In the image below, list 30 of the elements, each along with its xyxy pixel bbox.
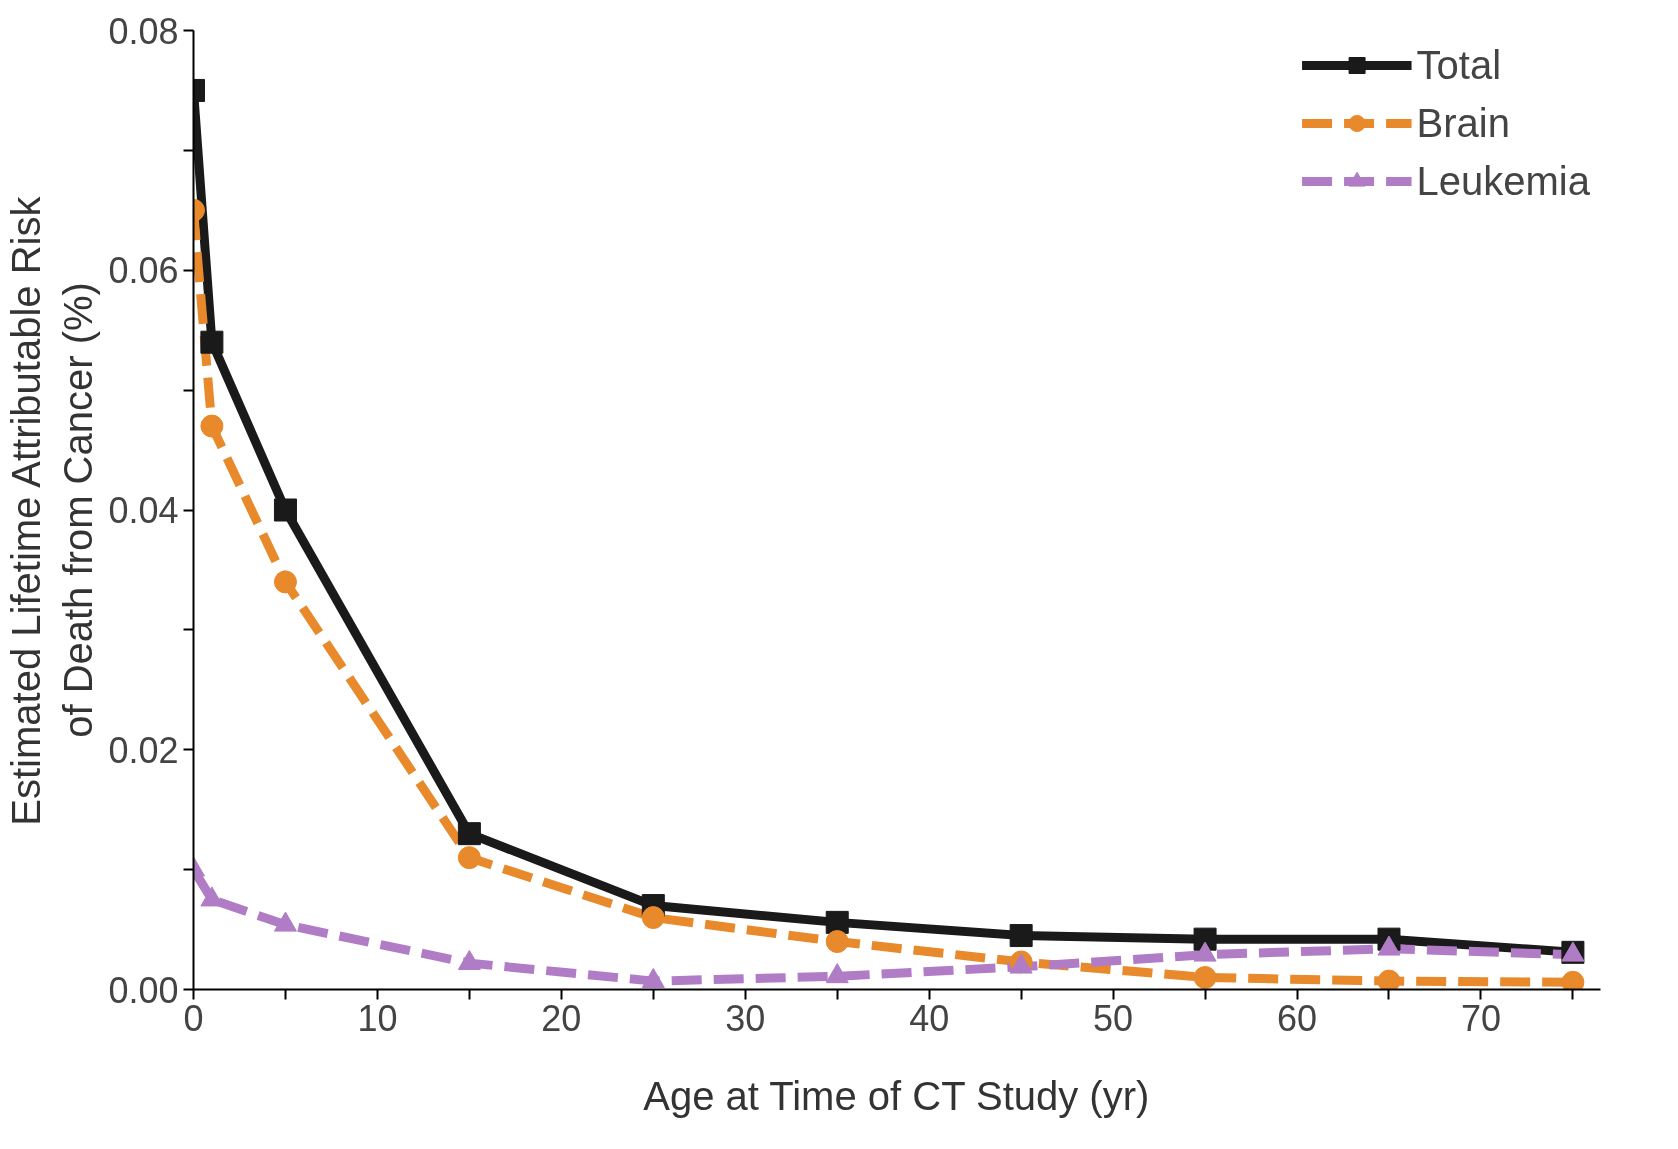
point <box>641 906 665 930</box>
x-tick-label: 40 <box>909 997 950 1039</box>
point <box>825 930 849 954</box>
x-tick-label: 30 <box>725 997 766 1039</box>
legend-label: Total <box>1416 41 1502 89</box>
point <box>1377 969 1401 990</box>
point <box>273 570 297 594</box>
y-axis-title: Estimated Lifetime Attributable Risk of Death from Cancer (%) <box>3 195 101 826</box>
y-tick-label: 0.04 <box>108 490 179 531</box>
x-tick-label: 10 <box>357 997 398 1039</box>
x-tick-label: 0 <box>183 997 204 1039</box>
x-tick-label: 70 <box>1460 997 1501 1039</box>
x-tick-label: 50 <box>1093 997 1134 1039</box>
y-tick-label: 0.08 <box>108 10 179 52</box>
point <box>457 846 481 870</box>
x-tick-label: 20 <box>541 997 582 1039</box>
x-axis-title: Age at Time of CT Study (yr) <box>643 1073 1150 1118</box>
y-tick-label: 0.00 <box>108 969 179 1011</box>
point <box>825 910 849 934</box>
point <box>273 498 297 522</box>
legend-label: Leukemia <box>1416 157 1590 205</box>
point <box>200 330 224 354</box>
point <box>457 822 481 846</box>
point <box>1009 924 1033 948</box>
point <box>200 414 224 438</box>
y-tick-label: 0.02 <box>108 729 179 771</box>
point <box>1193 966 1217 989</box>
x-tick-label: 60 <box>1277 997 1318 1039</box>
legend-label: Brain <box>1416 99 1510 147</box>
y-tick-label: 0.06 <box>108 250 179 292</box>
